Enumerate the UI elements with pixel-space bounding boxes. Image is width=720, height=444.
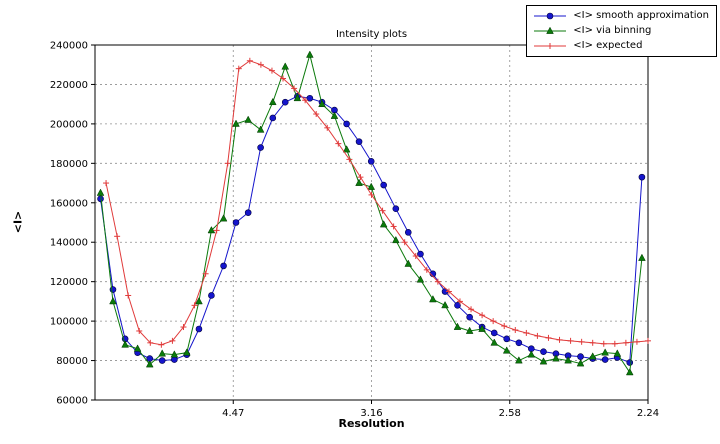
svg-text:200000: 200000: [50, 119, 88, 130]
svg-text:3.16: 3.16: [360, 408, 382, 419]
svg-text:240000: 240000: [50, 41, 88, 52]
legend: <I> smooth approximation <I> via binning…: [526, 5, 717, 57]
legend-item-expected: <I> expected: [532, 39, 709, 53]
legend-sample-1: [532, 24, 568, 38]
svg-text:120000: 120000: [50, 277, 88, 288]
svg-text:60000: 60000: [56, 396, 88, 407]
x-axis-label: Resolution: [338, 417, 405, 430]
svg-text:180000: 180000: [50, 159, 88, 170]
svg-text:220000: 220000: [50, 80, 88, 91]
legend-label-expected: <I> expected: [573, 40, 643, 51]
svg-text:160000: 160000: [50, 198, 88, 209]
chart-title: Intensity plots: [335, 29, 408, 40]
legend-sample-0: [532, 9, 568, 23]
svg-text:2.24: 2.24: [637, 408, 659, 419]
svg-text:100000: 100000: [50, 317, 88, 328]
legend-item-via-binning: <I> via binning: [532, 24, 709, 38]
legend-label-via-binning: <I> via binning: [573, 25, 652, 36]
svg-text:140000: 140000: [50, 238, 88, 249]
y-axis-label: <I>: [11, 210, 25, 234]
legend-sample-2: [532, 39, 568, 53]
legend-item-smooth-approximation: <I> smooth approximation: [532, 9, 709, 23]
svg-text:2.58: 2.58: [499, 408, 521, 419]
legend-label-smooth-approximation: <I> smooth approximation: [573, 10, 709, 21]
svg-text:80000: 80000: [56, 356, 88, 367]
svg-text:4.47: 4.47: [222, 408, 244, 419]
